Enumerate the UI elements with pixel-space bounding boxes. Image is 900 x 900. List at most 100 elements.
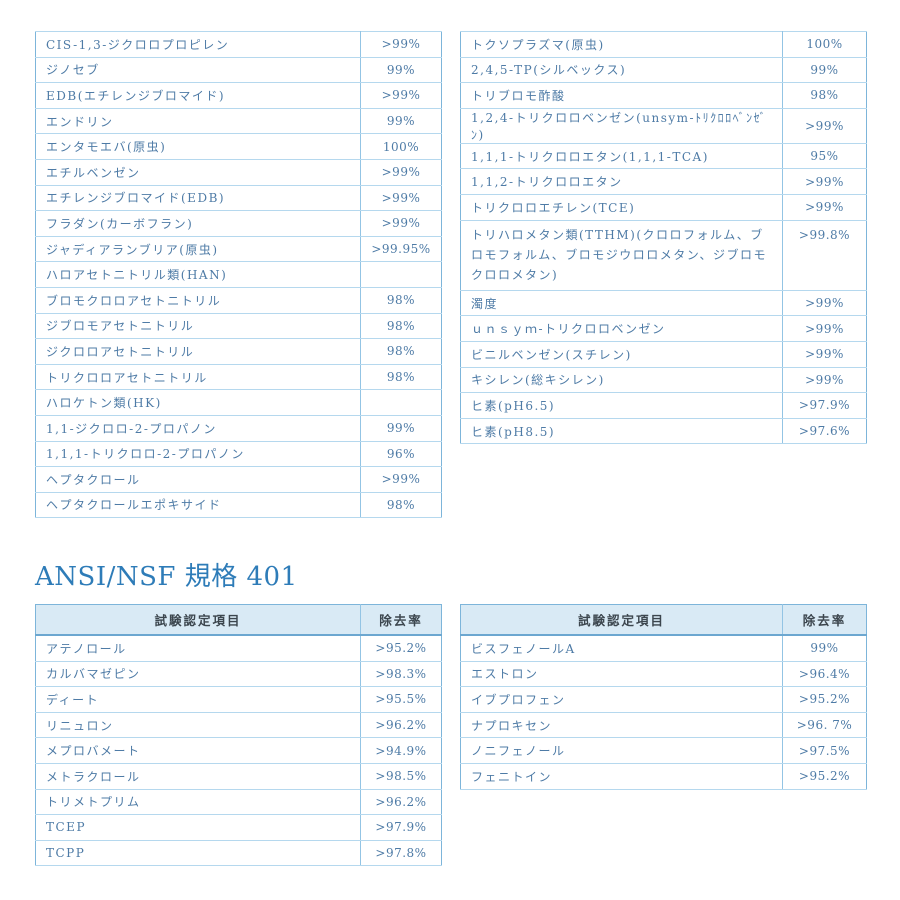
removal-rate-value: >99% [360,466,442,493]
test-item-label: EDB(エチレンジブロマイド) [35,82,361,109]
table-row: EDB(エチレンジブロマイド) >99% [35,82,442,109]
table-row: 1,2,4-トリクロロベンゼン(unsym-ﾄﾘｸﾛﾛﾍﾞﾝｾﾞﾝ) >99% [460,107,867,144]
table-row: 濁度 >99% [460,289,867,317]
table-row: メトラクロール >98.5% [35,762,442,790]
removal-rate-value: >95.2% [360,634,442,662]
removal-rate-value: >99% [360,31,442,58]
table-row: ｕｎｓｙｍ-トリクロロベンゼン >99% [460,315,867,342]
test-item-label: 1,1-ジクロロ-2-プロパノン [35,414,361,442]
test-item-label: CIS-1,3-ジクロロプロピレン [35,31,361,58]
test-item-label: ビスフェノールA [460,634,783,662]
table-row: トリブロモ酢酸 98% [460,82,867,109]
test-item-label: ジブロモアセトニトリル [35,312,361,340]
table-header: 試験認定項目 除去率 [460,604,867,636]
removal-rate-value: >99% [782,107,867,144]
removal-rate-value: >99% [782,366,867,394]
column-header-item: 試験認定項目 [460,604,783,636]
table-row: トクソプラズマ(原虫) 100% [460,31,867,58]
table-row: 2,4,5-TP(シルベックス) 99% [460,56,867,84]
test-item-label: カルバマゼピン [35,660,361,688]
removal-rate-value: >99.95% [360,235,442,263]
test-item-label: ナプロキセン [460,711,783,739]
table-row: イブプロフェン >95.2% [460,686,867,713]
removal-rate-value: >95.2% [782,686,867,713]
removal-rate-value: >99% [782,315,867,342]
test-item-label: ビニルベンゼン(スチレン) [460,340,783,368]
removal-rate-value: >94.9% [360,737,442,764]
test-item-label: エチレンジブロマイド(EDB) [35,184,361,212]
test-item-label: TCEP [35,814,361,841]
removal-rate-value: 95% [782,142,867,170]
table-body: トクソプラズマ(原虫) 100% 2,4,5-TP(シルベックス) 99% トリブロモ酢… [460,31,867,445]
removal-rate-value: >95.5% [360,686,442,713]
test-item-label: ハロアセトニトリル類(HAN) [35,261,361,288]
test-item-label: アテノロール [35,634,361,662]
test-item-label: キシレン(総キシレン) [460,366,783,394]
table-row: 1,1,1-トリクロロ-2-プロパノン 96% [35,440,442,468]
table-row: ジブロモアセトニトリル 98% [35,312,442,340]
table-row: CIS-1,3-ジクロロプロピレン >99% [35,31,442,58]
removal-rate-value: >96. 7% [782,711,867,739]
test-item-label: トリハロメタン類(TTHM)(クロロフォルム、ブロモフォルム、ブロモジウロロメタ… [460,219,783,291]
test-item-label: ハロケトン類(HK) [35,389,361,416]
table-row: ノニフェノール >97.5% [460,737,867,764]
table-row: エンタモエバ(原虫) 100% [35,133,442,160]
test-item-label: メプロバメート [35,737,361,764]
removal-rate-value: >96.2% [360,711,442,739]
test-item-label: 濁度 [460,289,783,317]
table-row: アテノロール >95.2% [35,634,442,662]
section-heading-ansi-nsf-401: ANSI/NSF 規格 401 [35,562,298,592]
test-item-label: トリブロモ酢酸 [460,82,783,109]
test-item-label: トリクロロアセトニトリル [35,363,361,391]
table-row: エンドリン 99% [35,107,442,135]
removal-rate-value: >96.2% [360,788,442,816]
table-row: メプロバメート >94.9% [35,737,442,764]
removal-rate-value: >97.9% [360,814,442,841]
column-header-removal-rate: 除去率 [360,604,442,636]
removal-rate-value: >98.5% [360,762,442,790]
table-row: トリクロロアセトニトリル 98% [35,363,442,391]
removal-rate-value: >99% [360,82,442,109]
test-item-label: 1,1,2-トリクロロエタン [460,168,783,195]
table-row: エチレンジブロマイド(EDB) >99% [35,184,442,212]
removal-rate-value: >99% [782,193,867,221]
test-item-label: ジャディアランブリア(原虫) [35,235,361,263]
removal-rate-value: 99% [360,107,442,135]
table-row: ジクロロアセトニトリル 98% [35,338,442,365]
test-item-label: ジクロロアセトニトリル [35,338,361,365]
test-item-label: ヘプタクロール [35,466,361,493]
test-item-label: フラダン(カーボフラン) [35,210,361,237]
test-item-label: 1,1,1-トリクロロ-2-プロパノン [35,440,361,468]
table-row: ブロモクロロアセトニトリル 98% [35,286,442,314]
removal-rate-value: 96% [360,440,442,468]
removal-rate-value [360,261,442,288]
removal-rate-value: 98% [360,338,442,365]
removal-rate-value: 98% [782,82,867,109]
table-row: ヘプタクロール >99% [35,466,442,493]
table-row: エストロン >96.4% [460,660,867,688]
removal-rate-value: >98.3% [360,660,442,688]
table-body: アテノロール >95.2% カルバマゼピン >98.3% ディート >95.5% リニュロン… [35,634,442,867]
removal-rate-value: >99% [360,184,442,212]
table-row: ジャディアランブリア(原虫) >99.95% [35,235,442,263]
removal-rate-value: 100% [360,133,442,160]
column-header-removal-rate: 除去率 [782,604,867,636]
removal-rate-value: >97.6% [782,417,867,445]
test-item-label: エチルベンゼン [35,158,361,186]
removal-rate-value: 99% [360,414,442,442]
table-body: ビスフェノールA 99% エストロン >96.4% イブプロフェン >95.2% ナプロキセ… [460,634,867,790]
table-row: ハロケトン類(HK) [35,389,442,416]
removal-rate-table-top-right: トクソプラズマ(原虫) 100% 2,4,5-TP(シルベックス) 99% トリブロモ酢… [460,31,867,445]
removal-rate-value: >97.5% [782,737,867,764]
removal-rate-value: 98% [360,491,442,519]
test-item-label: ヘプタクロールエポキサイド [35,491,361,519]
table-row: トリハロメタン類(TTHM)(クロロフォルム、ブロモフォルム、ブロモジウロロメタ… [460,219,867,291]
test-item-label: エンドリン [35,107,361,135]
removal-rate-value: >99% [782,289,867,317]
table-row: ジノセブ 99% [35,56,442,84]
removal-rate-value: 100% [782,31,867,58]
removal-rate-value: 98% [360,286,442,314]
table-row: ヘプタクロールエポキサイド 98% [35,491,442,519]
table-header: 試験認定項目 除去率 [35,604,442,636]
